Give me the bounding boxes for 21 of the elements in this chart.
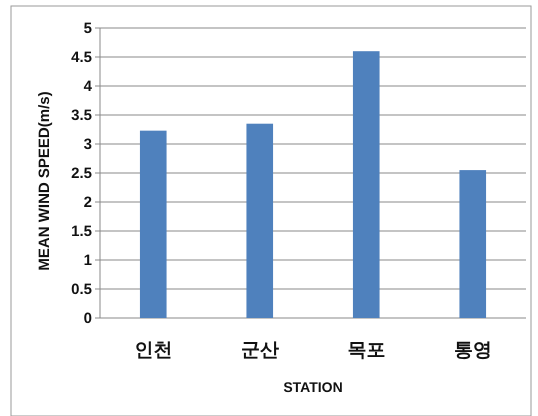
x-tick-label: 군산 bbox=[240, 340, 279, 361]
y-tick-label: 3 bbox=[84, 136, 92, 153]
x-tick-label: 통영 bbox=[454, 340, 492, 361]
y-tick-label: 4.5 bbox=[71, 49, 92, 66]
y-tick-label: 0 bbox=[84, 310, 92, 327]
bar bbox=[459, 170, 486, 318]
y-axis-title: MEAN WIND SPEED(m/s) bbox=[36, 91, 53, 271]
bar bbox=[246, 124, 274, 318]
y-tick-label: 5 bbox=[84, 20, 92, 37]
y-tick-label: 2.5 bbox=[71, 165, 92, 182]
bar bbox=[140, 130, 167, 318]
x-axis-title: STATION bbox=[283, 379, 343, 395]
bar bbox=[352, 51, 380, 318]
y-tick-label: 1 bbox=[84, 252, 92, 269]
y-tick-label: 4 bbox=[84, 78, 93, 95]
x-tick-label: 목포 bbox=[347, 340, 386, 361]
y-tick-label: 2 bbox=[84, 194, 92, 211]
x-tick-label: 인천 bbox=[134, 340, 172, 361]
y-tick-label: 0.5 bbox=[71, 281, 92, 298]
y-tick-label: 1.5 bbox=[71, 223, 92, 240]
y-tick-label: 3.5 bbox=[71, 107, 92, 124]
